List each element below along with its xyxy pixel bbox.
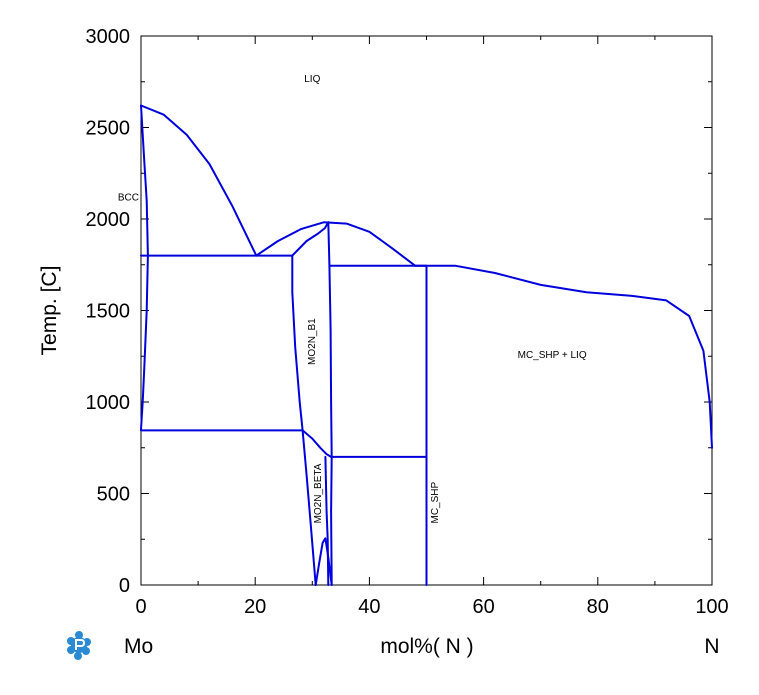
y-tick-label: 2000 xyxy=(86,209,131,231)
phase-boundary-line xyxy=(140,104,149,431)
y-tick-label: 3000 xyxy=(86,26,131,48)
right-component-label: N xyxy=(704,635,719,658)
phase-boundary-line xyxy=(414,264,713,449)
phase-boundary-line xyxy=(324,455,330,586)
phase-boundary-line xyxy=(140,104,258,257)
x-axis-title: mol%( N ) xyxy=(380,635,473,658)
phase-label: LIQ xyxy=(304,74,320,85)
y-tick-label: 2500 xyxy=(86,118,131,140)
x-tick-label: 80 xyxy=(587,596,609,618)
left-component-label: Mo xyxy=(124,635,153,658)
y-tick-label: 1000 xyxy=(86,392,131,414)
phase-boundary-line xyxy=(327,221,333,586)
axis-ticks xyxy=(140,35,713,586)
logo-icon xyxy=(67,631,91,660)
y-tick-label: 1500 xyxy=(86,301,131,323)
phase-boundary-line xyxy=(255,221,417,267)
phase-boundary-line xyxy=(291,254,317,586)
phase-boundary-curves xyxy=(140,104,713,586)
phase-label: BCC xyxy=(118,193,139,204)
phase-boundary-line xyxy=(314,537,333,586)
x-tick-label: 0 xyxy=(135,596,146,618)
phase-boundary-line xyxy=(291,221,330,257)
x-tick-label: 20 xyxy=(244,596,266,618)
y-axis-title: Temp. [C] xyxy=(38,266,61,356)
y-tick-label: 500 xyxy=(97,484,130,506)
x-tick-label: 60 xyxy=(472,596,494,618)
phase-label: MO2N_BETA xyxy=(313,463,324,523)
phase-label: MC_SHP xyxy=(430,481,441,523)
phase-boundary-line xyxy=(301,429,333,458)
phase-label: MC_SHP + LIQ xyxy=(518,350,587,361)
x-tick-label: 100 xyxy=(695,596,728,618)
phase-label: MO2N_B1 xyxy=(307,318,318,365)
x-tick-label: 40 xyxy=(358,596,380,618)
y-tick-label: 0 xyxy=(119,575,130,597)
phase-region-labels: LIQ BCC MO2N_B1 MC_SHP + LIQ MO2N_BETA MC_SHP xyxy=(118,74,587,524)
